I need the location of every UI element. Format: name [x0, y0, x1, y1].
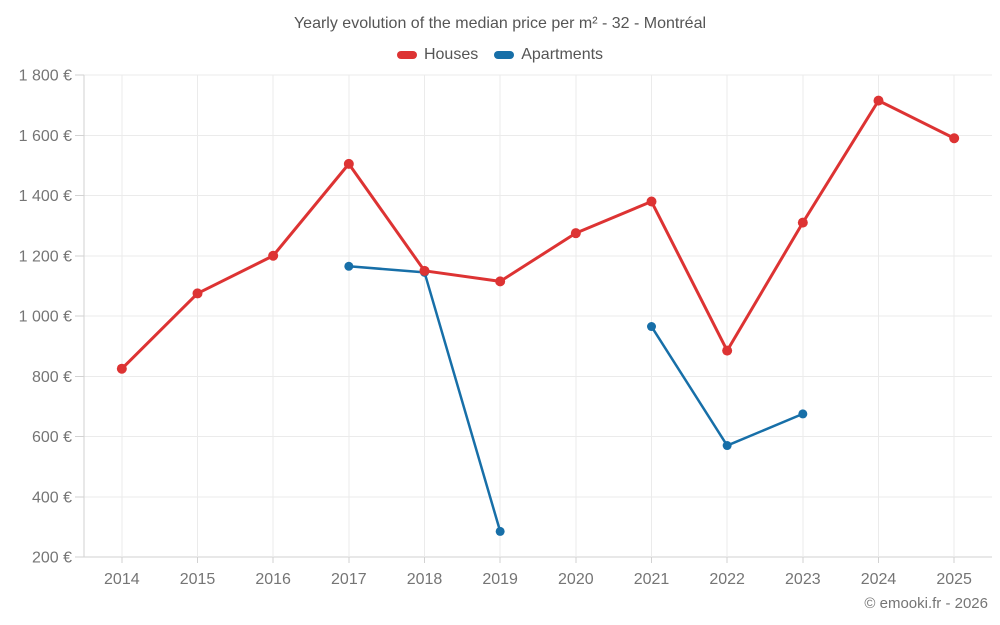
y-tick-label: 1 600 € — [19, 128, 72, 145]
y-tick-label: 1 400 € — [19, 188, 72, 205]
houses-point-2014[interactable] — [116, 363, 127, 374]
legend: Houses Apartments — [0, 46, 1000, 64]
houses-point-2022[interactable] — [722, 345, 733, 356]
houses-point-2024[interactable] — [873, 95, 884, 106]
legend-label-houses: Houses — [423, 46, 479, 63]
houses-point-2018[interactable] — [419, 265, 430, 276]
x-tick-label: 2023 — [785, 571, 821, 588]
houses-line-segment-0 — [120, 99, 956, 371]
x-tick-label: 2016 — [255, 571, 291, 588]
apartments-point-2017[interactable] — [344, 261, 354, 271]
y-tick-label: 200 € — [32, 550, 72, 567]
y-tick-label: 1 800 € — [19, 68, 72, 85]
x-tick-label: 2020 — [558, 571, 594, 588]
x-tick-label: 2024 — [861, 571, 897, 588]
apartments-point-2021[interactable] — [647, 322, 656, 332]
houses-point-2017[interactable] — [343, 158, 354, 169]
legend-item-apartments[interactable]: Apartments — [494, 46, 603, 64]
x-tick-label: 2025 — [936, 571, 972, 588]
legend-label-apartments: Apartments — [521, 46, 604, 63]
y-tick-label: 400 € — [32, 489, 72, 506]
apartments-point-2023[interactable] — [798, 409, 808, 419]
y-tick-label: 1 200 € — [19, 248, 72, 265]
apartments-point-2022[interactable] — [722, 441, 732, 451]
apartments-point-2019[interactable] — [495, 526, 505, 536]
houses-point-2015[interactable] — [192, 288, 203, 299]
x-tick-label: 2021 — [634, 571, 670, 588]
x-tick-label: 2022 — [709, 571, 745, 588]
x-tick-label: 2014 — [104, 571, 140, 588]
x-tick-label: 2017 — [331, 571, 367, 588]
y-tick-label: 600 € — [32, 429, 72, 446]
houses-point-2019[interactable] — [495, 276, 506, 287]
x-tick-label: 2018 — [407, 571, 443, 588]
houses-point-2023[interactable] — [797, 217, 808, 228]
apartments-legend-swatch-icon — [494, 51, 515, 59]
legend-item-houses[interactable]: Houses — [396, 46, 479, 64]
y-tick-label: 1 000 € — [19, 309, 72, 326]
houses-point-2021[interactable] — [646, 196, 657, 207]
houses-legend-swatch-icon — [396, 51, 417, 59]
chart-title: Yearly evolution of the median price per… — [293, 15, 707, 32]
x-tick-label: 2015 — [180, 571, 216, 588]
houses-point-2025[interactable] — [949, 133, 960, 144]
houses-point-2020[interactable] — [570, 228, 581, 239]
copyright-text: © emooki.fr - 2026 — [864, 595, 988, 612]
y-tick-label: 800 € — [32, 369, 72, 386]
x-tick-label: 2019 — [482, 571, 518, 588]
houses-point-2016[interactable] — [268, 250, 279, 261]
